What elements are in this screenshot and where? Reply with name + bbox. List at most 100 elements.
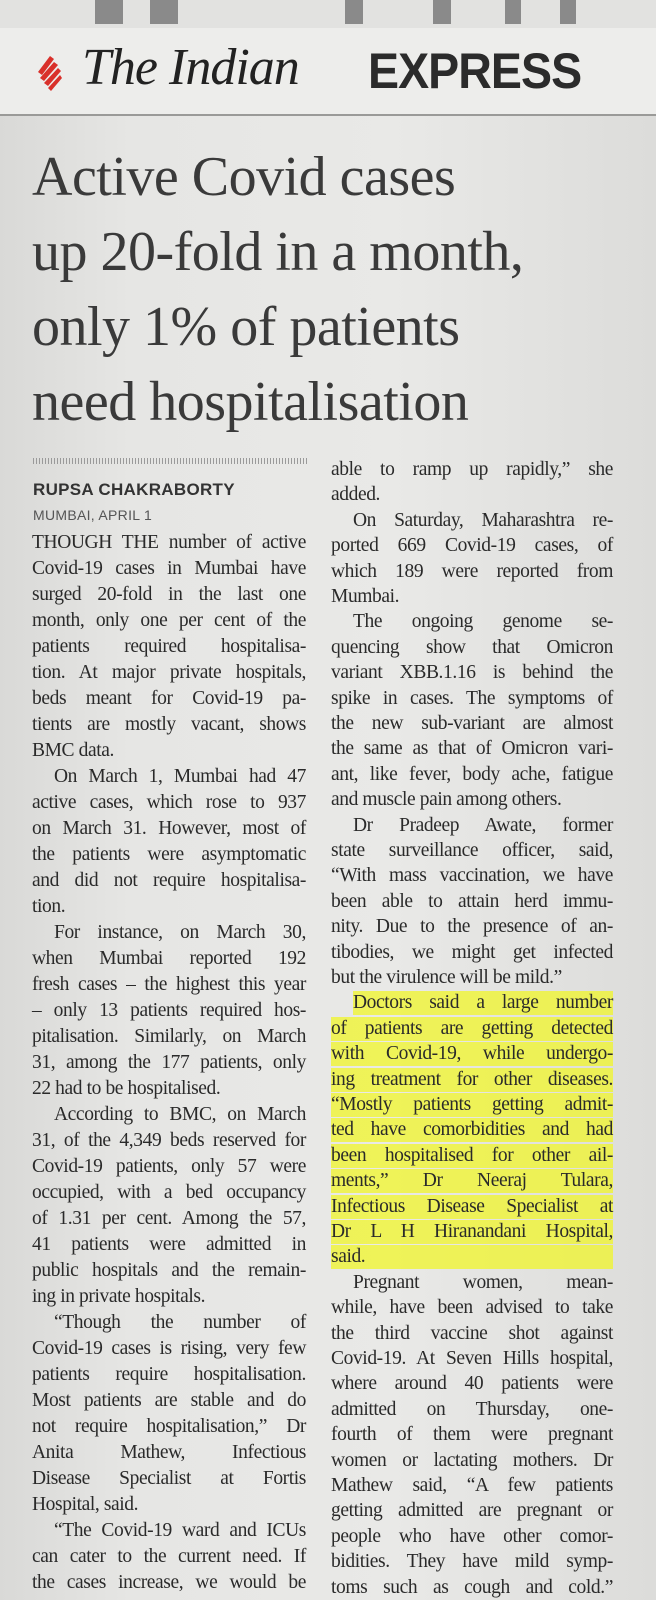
- highlighted-text-line: ing treatment for other diseases.: [331, 1067, 613, 1092]
- article-text-line: the new sub-variant are almost: [331, 713, 613, 734]
- highlighted-text-line: said.: [331, 1245, 613, 1270]
- article-text-line: “Though the number of: [54, 1312, 306, 1333]
- article-text-line: public hospitals and the remain-: [32, 1260, 306, 1281]
- article-text-line: 31, among the 177 patients, only: [32, 1052, 306, 1073]
- print-fragment: [150, 0, 178, 24]
- article-text-line: the patients were asymptomatic: [32, 844, 306, 865]
- article-text-line: admitted on Thursday, one-: [331, 1398, 613, 1420]
- article-text-line: Dr Pradeep Awate, former: [353, 814, 613, 836]
- article-text-line: which 189 were reported from: [331, 560, 613, 582]
- article-text-line: pitalisation. Similarly, on March: [32, 1026, 306, 1047]
- article-text-line: “With mass vaccination, we have: [331, 865, 613, 887]
- print-fragment: [345, 0, 363, 24]
- print-fragment: [505, 0, 521, 24]
- article-text-line: 22 had to be hospitalised.: [32, 1078, 221, 1099]
- article-text-line: tients are mostly vacant, shows: [32, 714, 306, 735]
- article-text-line: can cater to the current need. If: [32, 1546, 306, 1567]
- article-text-line: Covid-19 patients, only 57 were: [32, 1156, 306, 1177]
- article-text-line: month, only one per cent of the: [32, 610, 306, 631]
- article-text-line: 41 patients were admitted in: [32, 1234, 306, 1255]
- article-text-line: ported 669 Covid-19 cases, of: [331, 535, 613, 557]
- article-text-line: variant XBB.1.16 is behind the: [331, 662, 613, 684]
- byline-rule: [33, 458, 307, 464]
- article-text-line: Hospital, said.: [32, 1494, 139, 1515]
- article-text-line: people who have other comor-: [331, 1525, 613, 1547]
- headline-line: need hospitalisation: [32, 371, 469, 433]
- article-text-line: while, have been advised to take: [331, 1297, 613, 1319]
- article-text-line: According to BMC, on March: [54, 1104, 306, 1125]
- article-text-line: been able to attain herd immu-: [331, 890, 613, 912]
- print-fragment: [560, 0, 576, 24]
- highlighted-text-line: Infectious Disease Specialist at: [331, 1194, 613, 1219]
- article-text-line: “The Covid-19 ward and ICUs: [54, 1520, 306, 1541]
- article-text-line: of 1.31 per cent. Among the 57,: [32, 1208, 306, 1229]
- article-text-line: Covid-19 cases in Mumbai have: [32, 558, 306, 579]
- article-text-line: Disease Specialist at Fortis: [32, 1468, 306, 1489]
- article-text-line: For instance, on March 30,: [54, 922, 306, 943]
- highlighted-text-line: been hospitalised for other ail-: [331, 1143, 613, 1168]
- article-text-line: added.: [331, 484, 381, 506]
- article-text-line: toms such as cough and cold.”: [331, 1576, 613, 1598]
- article-text-line: not require hospitalisation,” Dr: [32, 1416, 306, 1437]
- article-text-line: ing in private hospitals.: [32, 1286, 206, 1307]
- article-text-line: On Saturday, Maharashtra re-: [353, 509, 613, 531]
- article-text-line: tion. At major private hospitals,: [32, 662, 306, 683]
- article-text-line: the third vaccine shot against: [331, 1322, 613, 1344]
- article-text-line: but the virulence will be mild.”: [331, 967, 562, 988]
- article-text-line: ant, like fever, body ache, fatigue: [331, 763, 613, 785]
- highlighted-text-line: “Mostly patients getting admit-: [331, 1093, 613, 1117]
- article-text-line: patients required hospitalisa-: [32, 636, 306, 657]
- article-text-line: nity. Due to the presence of an-: [331, 916, 613, 938]
- highlighted-text-line: with Covid-19, while undergo-: [331, 1042, 613, 1067]
- headline-line: up 20-fold in a month,: [32, 221, 524, 283]
- article-text-line: active cases, which rose to 937: [32, 792, 306, 813]
- article-text-line: THOUGH THE number of active: [32, 532, 306, 553]
- article-text-line: getting admitted are pregnant or: [331, 1500, 613, 1522]
- masthead-express: EXPRESS: [368, 43, 582, 99]
- article-text-line: surged 20-fold in the last one: [32, 584, 306, 605]
- headline-line: Active Covid cases: [32, 146, 456, 208]
- article-text-line: Covid-19. At Seven Hills hospital,: [331, 1348, 613, 1369]
- masthead: [0, 28, 656, 116]
- article-text-line: Most patients are stable and do: [32, 1390, 306, 1411]
- article-text-line: fourth of them were pregnant: [331, 1424, 613, 1446]
- masthead-the-indian: The Indian: [82, 39, 300, 96]
- article-text-line: when Mumbai reported 192: [32, 948, 306, 969]
- dateline: MUMBAI, APRIL 1: [33, 507, 153, 523]
- article-text-line: patients require hospitalisation.: [32, 1364, 306, 1385]
- article-text-line: tibodies, we might get infected: [331, 941, 613, 963]
- article-text-line: beds meant for Covid-19 pa-: [32, 688, 306, 709]
- article-text-line: Anita Mathew, Infectious: [32, 1442, 306, 1463]
- article-text-line: On March 1, Mumbai had 47: [54, 766, 306, 787]
- article-text-line: spike in cases. The symptoms of: [331, 687, 613, 709]
- article-text-line: state surveillance officer, said,: [331, 840, 613, 861]
- article-text-line: Mathew said, “A few patients: [331, 1475, 613, 1496]
- article-text-line: women or lactating mothers. Dr: [331, 1449, 613, 1471]
- article-text-line: able to ramp up rapidly,” she: [331, 459, 613, 480]
- article-text-line: quencing show that Omicron: [331, 636, 613, 658]
- article-text-line: tion.: [32, 896, 66, 917]
- article-text-line: Pregnant women, mean-: [353, 1271, 613, 1293]
- print-fragment: [95, 0, 123, 24]
- highlighted-text-line: ments,” Dr Neeraj Tulara,: [331, 1169, 613, 1194]
- article-text-line: Mumbai.: [331, 586, 400, 607]
- article-text-line: BMC data.: [32, 740, 114, 761]
- indian-express-logo-icon: [38, 56, 62, 91]
- article-text-line: – only 13 patients required hos-: [32, 1000, 306, 1021]
- article-text-line: Covid-19 cases is rising, very few: [32, 1338, 306, 1359]
- previous-page-strip: [0, 0, 656, 28]
- article-text-line: The ongoing genome se-: [353, 611, 613, 633]
- article-text-line: occupied, with a bed occupancy: [32, 1182, 306, 1203]
- article-text-line: where around 40 patients were: [331, 1373, 613, 1395]
- headline-line: only 1% of patients: [32, 296, 460, 358]
- highlighted-text-line: ted have comorbidities and had: [331, 1118, 613, 1143]
- highlighted-text-line: of patients are getting detected: [331, 1016, 613, 1041]
- highlighted-text-line: Dr L H Hiranandani Hospital,: [331, 1220, 613, 1244]
- highlighted-text-line: Doctors said a large number: [353, 991, 613, 1016]
- article-text-line: and muscle pain among others.: [331, 789, 562, 811]
- article-text-line: on March 31. However, most of: [32, 818, 306, 839]
- article-text-line: fresh cases – the highest this year: [32, 974, 306, 995]
- article-text-line: bidities. They have mild symp-: [331, 1551, 613, 1573]
- byline: RUPSA CHAKRABORTY: [33, 480, 235, 499]
- headline: Active Covid cases up 20-fold in a month…: [32, 140, 632, 440]
